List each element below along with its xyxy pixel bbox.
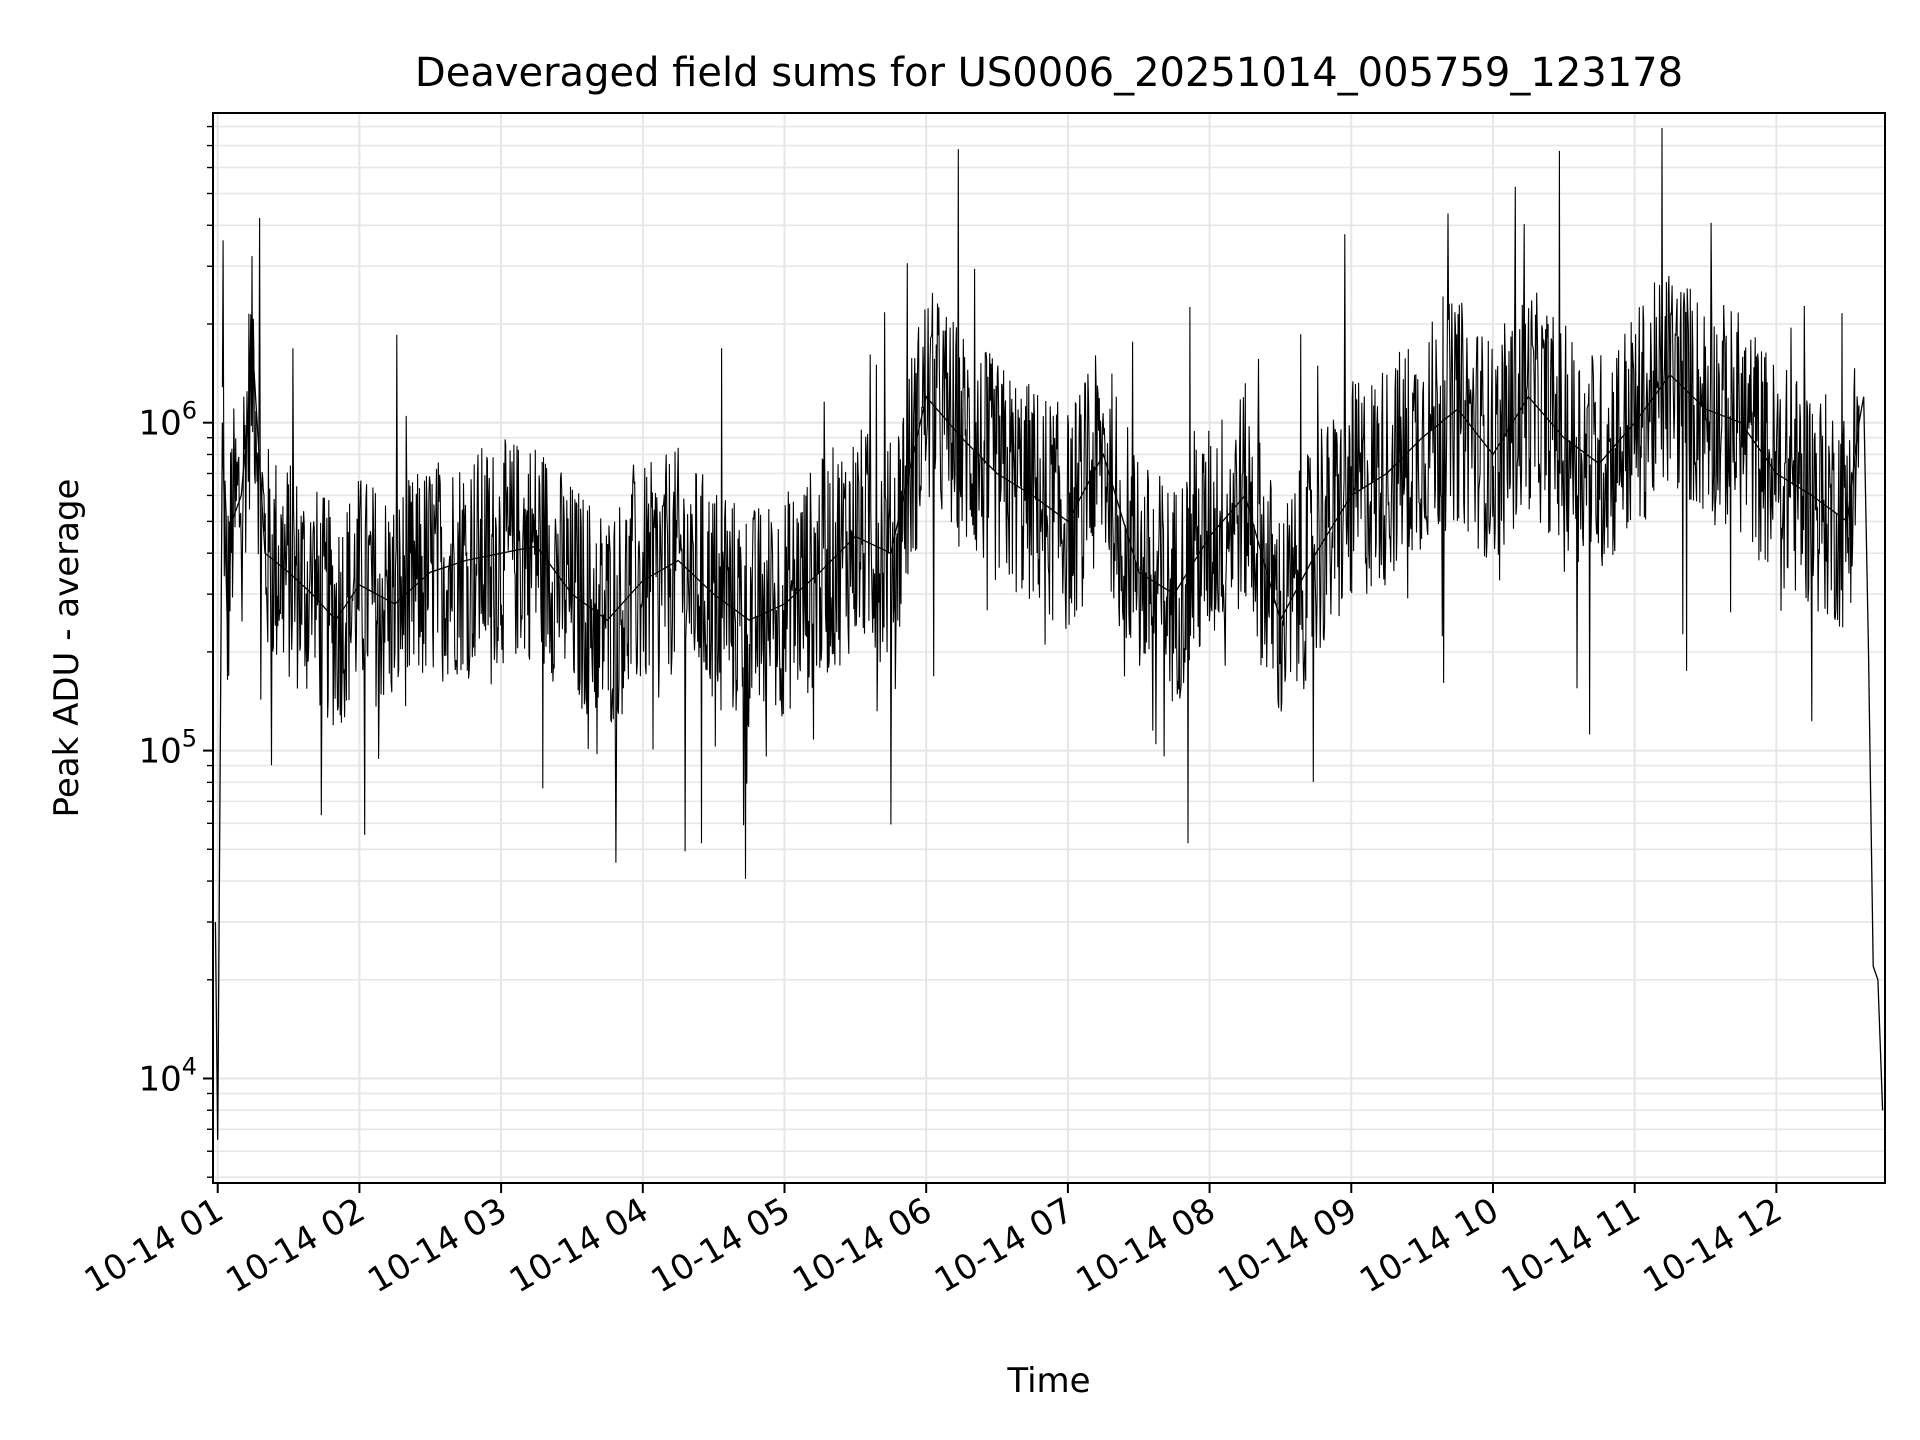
x-tick-label: 10-14 09: [1211, 1190, 1363, 1301]
x-tick-label: 10-14 03: [361, 1190, 513, 1301]
x-tick-label: 10-14 01: [78, 1190, 230, 1301]
dense-noise-trace: [221, 127, 1860, 879]
x-tick-label: 10-14 05: [645, 1190, 797, 1301]
x-tick-label: 10-14 07: [928, 1190, 1080, 1301]
y-tick-label: 105: [138, 725, 197, 772]
x-tick-label: 10-14 04: [503, 1190, 655, 1301]
x-tick-label: 10-14 08: [1070, 1190, 1222, 1301]
minor-grid: [213, 125, 1885, 1178]
y-axis-label: Peak ADU - average: [47, 479, 87, 818]
x-tick-label: 10-14 06: [786, 1190, 938, 1301]
y-axis: 104 105 106: [138, 125, 213, 1178]
y-tick-label: 104: [138, 1052, 197, 1099]
x-tick-label: 10-14 02: [220, 1190, 372, 1301]
y-tick-label: 106: [138, 397, 197, 444]
chart-title: Deaveraged field sums for US0006_2025101…: [415, 50, 1683, 96]
x-axis-label: Time: [1006, 1361, 1090, 1401]
major-grid: [213, 113, 1885, 1183]
x-tick-label: 10-14 10: [1353, 1190, 1505, 1301]
x-tick-label: 10-14 11: [1495, 1190, 1647, 1301]
series-line: [214, 355, 1884, 1140]
x-tick-label: 10-14 12: [1636, 1190, 1788, 1301]
plot-frame: [212, 112, 1886, 1184]
